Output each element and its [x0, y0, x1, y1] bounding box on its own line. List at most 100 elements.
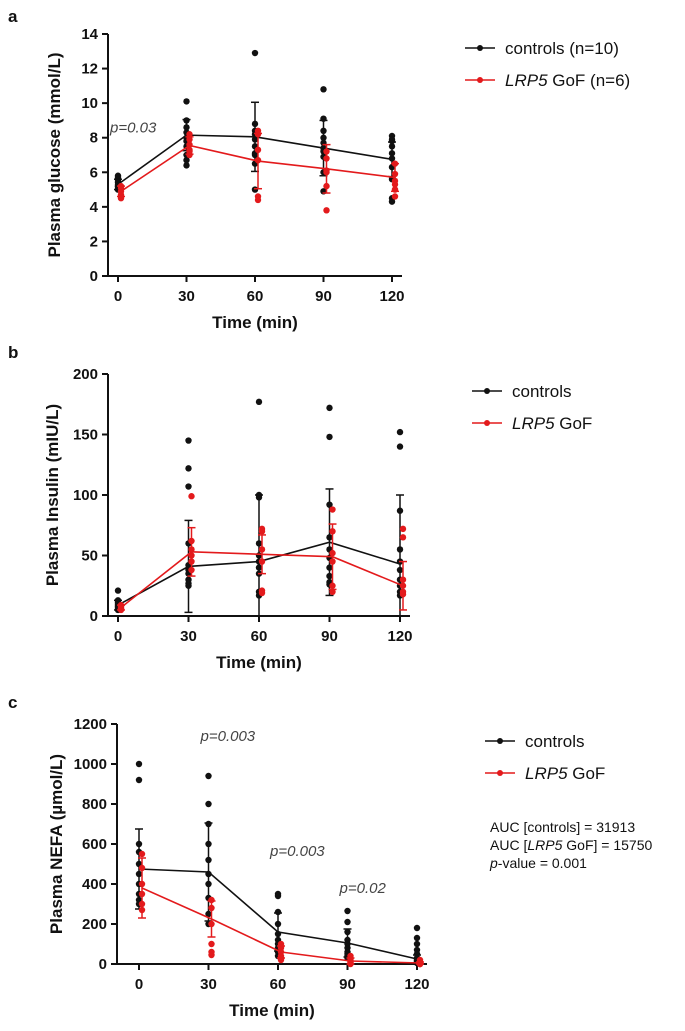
data-point: [323, 207, 330, 214]
data-point: [258, 528, 266, 535]
y-tick-label: 100: [73, 487, 98, 504]
x-tick-label: 0: [114, 628, 122, 645]
p-value-annotation: p=0.003: [269, 843, 325, 860]
data-point: [205, 800, 212, 808]
data-point: [183, 156, 190, 164]
p-value-annotation: p=0.003: [200, 728, 256, 745]
data-point: [388, 136, 396, 143]
data-point: [344, 918, 351, 926]
data-point: [255, 398, 263, 406]
data-point: [396, 428, 404, 436]
legend-marker: [484, 420, 490, 426]
data-point: [183, 98, 190, 105]
data-point: [138, 850, 146, 858]
mean-line: [120, 144, 396, 192]
x-tick-label: 0: [114, 288, 122, 305]
panel-label: b: [8, 343, 18, 362]
p-value-annotation: p=0.02: [339, 880, 387, 897]
auc-lrp5: AUC [LRP5 GoF] = 15750: [490, 837, 652, 853]
legend-label: controls: [525, 732, 585, 751]
data-point: [185, 437, 192, 444]
x-tick-label: 120: [404, 976, 429, 993]
data-point: [413, 940, 421, 948]
panel-b-insulin: b 0 50 100 150 200 0 30 60 90 120 Time (min) Plasma …: [8, 343, 592, 672]
series-controls: [135, 760, 421, 967]
mean-line: [117, 134, 393, 186]
y-axis-title: Plasma glucose (mmol/L): [45, 53, 64, 258]
legend-marker: [497, 770, 503, 776]
legend-label: LRP5 GoF: [525, 764, 605, 783]
auc-controls: AUC [controls] = 31913: [490, 819, 635, 835]
data-point: [135, 776, 143, 784]
data-point: [254, 193, 262, 200]
panel-c-nefa: c 0 200 400 600 800 1000 1200 0 30 60 90 120 Time (mi…: [8, 693, 605, 1020]
data-point: [251, 49, 259, 57]
data-point: [258, 589, 266, 597]
legend-label: controls (n=10): [505, 39, 619, 58]
data-point: [186, 131, 193, 138]
data-point: [388, 198, 396, 205]
x-tick-label: 30: [200, 976, 217, 993]
panel-label: c: [8, 693, 17, 712]
x-tick-label: 120: [387, 628, 412, 645]
series-controls: [114, 49, 396, 205]
legend-marker: [477, 45, 483, 51]
data-point: [413, 924, 421, 932]
data-point: [208, 940, 215, 948]
panel-a-glucose: a 0 2 4 6 8 10 12 14 0 30 60 90 120 Time (min) Plasma g…: [8, 7, 630, 332]
data-point: [135, 760, 143, 768]
x-axis-title: Time (min): [216, 653, 302, 672]
series-lrp5-gof: [117, 127, 399, 214]
data-point: [413, 934, 421, 942]
mean-line: [120, 551, 404, 609]
y-tick-label: 400: [82, 876, 107, 893]
legend-label: LRP5 GoF: [512, 414, 592, 433]
y-tick-label: 4: [90, 199, 99, 216]
legend-label: LRP5 GoF (n=6): [505, 71, 630, 90]
data-point: [399, 534, 407, 541]
y-axis-title: Plasma NEFA (µmol/L): [47, 754, 66, 934]
y-tick-label: 200: [82, 916, 107, 933]
data-point: [391, 193, 399, 200]
data-point: [399, 525, 407, 533]
x-tick-label: 60: [247, 288, 264, 305]
y-tick-label: 50: [81, 548, 98, 565]
legend-marker: [477, 77, 483, 83]
y-tick-label: 1000: [74, 756, 107, 773]
y-tick-label: 200: [73, 366, 98, 383]
auc-summary: AUC [controls] = 31913 AUC [LRP5 GoF] = …: [489, 819, 652, 871]
data-point: [208, 951, 215, 959]
y-tick-label: 150: [73, 427, 98, 444]
x-tick-label: 30: [180, 628, 197, 645]
x-tick-label: 60: [251, 628, 268, 645]
y-tick-label: 800: [82, 796, 107, 813]
y-tick-label: 10: [81, 95, 98, 112]
x-tick-label: 0: [135, 976, 143, 993]
y-tick-label: 0: [90, 608, 98, 625]
y-tick-label: 2: [90, 233, 98, 250]
data-point: [344, 907, 351, 915]
auc-pvalue: p-value = 0.001: [489, 855, 587, 871]
y-tick-label: 0: [99, 956, 107, 973]
x-tick-label: 90: [321, 628, 338, 645]
mean-line: [141, 887, 421, 964]
x-axis-title: Time (min): [212, 313, 298, 332]
legend-marker: [484, 388, 490, 394]
data-point: [329, 588, 336, 595]
y-axis-title: Plasma Insulin (mIU/L): [43, 404, 62, 586]
data-point: [326, 433, 333, 441]
series-lrp5-gof: [138, 850, 424, 968]
data-point: [320, 86, 327, 93]
x-tick-label: 90: [315, 288, 332, 305]
x-tick-label: 60: [270, 976, 287, 993]
data-point: [329, 506, 336, 513]
y-tick-label: 14: [81, 26, 98, 43]
data-point: [185, 465, 192, 472]
x-tick-label: 30: [178, 288, 195, 305]
series-lrp5-gof: [117, 493, 407, 614]
y-tick-label: 12: [81, 61, 98, 78]
y-tick-label: 600: [82, 836, 107, 853]
data-point: [205, 772, 212, 780]
data-point: [254, 127, 262, 134]
